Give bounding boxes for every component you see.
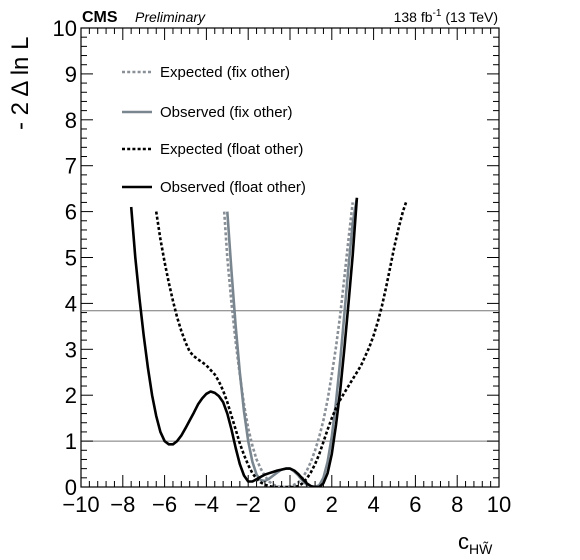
y-tick-label: 6	[65, 200, 77, 225]
y-tick-label: 2	[65, 383, 77, 408]
reference-lines	[81, 310, 499, 442]
series-line-3	[129, 197, 359, 487]
status-label: Preliminary	[135, 9, 206, 25]
x-tick-label: 6	[409, 492, 421, 517]
y-tick-label: 10	[53, 16, 77, 41]
legend-label-3: Observed (float other)	[160, 179, 306, 196]
legend-label-0: Expected (fix other)	[160, 64, 290, 81]
y-tick-label: 3	[65, 337, 77, 362]
x-tick-label: 4	[367, 492, 379, 517]
legend: Expected (fix other) Observed (fix other)…	[122, 64, 306, 196]
series-line-2	[154, 201, 408, 487]
x-tick-label: 10	[487, 492, 511, 517]
series-layer	[129, 197, 408, 487]
lumi-exponent: -1	[433, 8, 442, 19]
x-tick-label: −4	[194, 492, 219, 517]
plot-frame	[80, 27, 500, 488]
y-tick-label: 9	[65, 62, 77, 87]
lumi-value: 138 fb	[394, 9, 433, 25]
y-axis-title: - 2 Δ ln L	[7, 37, 34, 130]
x-tick-label: 2	[326, 492, 338, 517]
lumi-energy: (13 TeV)	[441, 9, 498, 25]
ticks-layer	[80, 27, 500, 488]
x-tick-label: 8	[451, 492, 463, 517]
y-tick-label: 1	[65, 429, 77, 454]
y-tick-label: 0	[65, 475, 77, 500]
experiment-label: CMS	[82, 9, 118, 26]
legend-label-1: Observed (fix other)	[160, 104, 293, 121]
tick-labels-layer: −10 −8 −6 −4 −2 0 2 4 6 8 10 0 1 2 3 4 5 6 7 8 9 10	[53, 16, 512, 517]
x-tick-label: 0	[284, 492, 296, 517]
x-tick-label: −6	[152, 492, 177, 517]
x-axis-title: cHW̃	[458, 529, 493, 557]
legend-label-2: Expected (float other)	[160, 141, 303, 158]
x-tick-label: −8	[110, 492, 135, 517]
y-tick-label: 5	[65, 246, 77, 271]
x-axis-title-sub: HW̃	[469, 541, 493, 557]
y-tick-label: 4	[65, 291, 77, 316]
y-tick-label: 8	[65, 108, 77, 133]
lumi-label: 138 fb-1 (13 TeV)	[394, 8, 498, 25]
x-tick-label: −2	[236, 492, 261, 517]
x-tick-label: −10	[62, 492, 99, 517]
x-axis-title-base: c	[458, 529, 469, 554]
y-tick-label: 7	[65, 154, 77, 179]
